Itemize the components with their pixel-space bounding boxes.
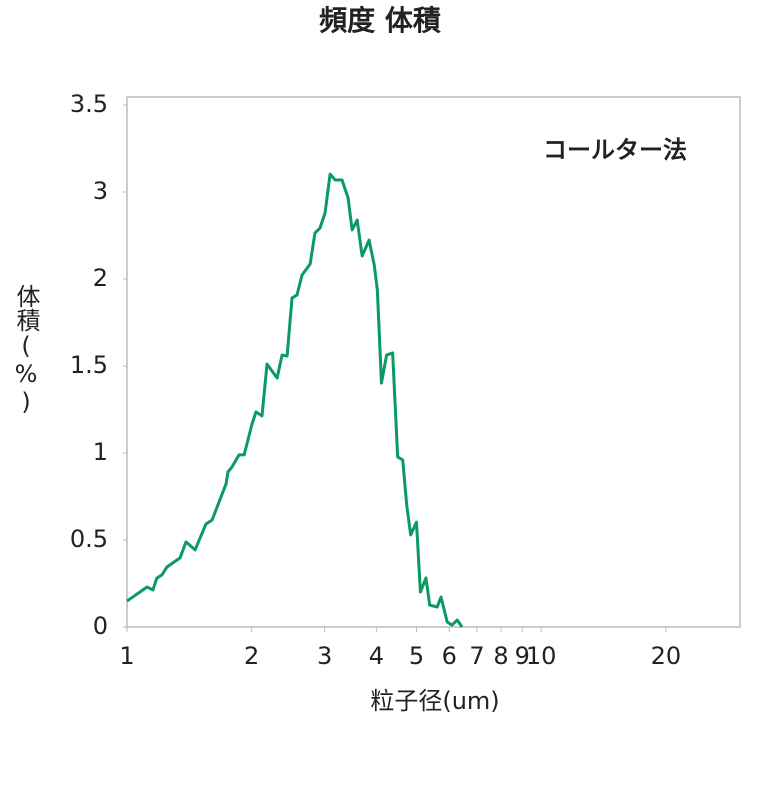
y-tick-label: 3 (93, 177, 108, 205)
y-tick-label: 1 (93, 438, 108, 466)
y-axis-label: 体積(%) (12, 284, 40, 416)
chart-title: 頻度 体積 (319, 4, 441, 37)
y-tick-label: 0.5 (70, 525, 108, 553)
y-tick-label: 0 (93, 612, 108, 640)
x-axis-label: 粒子径(um) (370, 687, 499, 715)
y-tick-label: 3.5 (70, 90, 108, 118)
x-tick-label: 20 (651, 642, 682, 670)
x-tick-label: 4 (369, 642, 384, 670)
y-tick-label: 1.5 (70, 351, 108, 379)
plot-frame (126, 96, 741, 628)
x-tick-label: 2 (244, 642, 259, 670)
x-tick-label: 5 (409, 642, 424, 670)
x-tick-label: 10 (526, 642, 557, 670)
x-tick-label: 3 (317, 642, 332, 670)
y-tick-label: 2 (93, 264, 108, 292)
x-tick-label: 7 (469, 642, 484, 670)
annotation: コールター法 (543, 136, 687, 164)
x-tick-label: 9 (515, 642, 530, 670)
x-tick-label: 6 (442, 642, 457, 670)
x-tick-label: 8 (493, 642, 508, 670)
data-line (126, 172, 464, 628)
x-tick-label: 1 (119, 642, 134, 670)
